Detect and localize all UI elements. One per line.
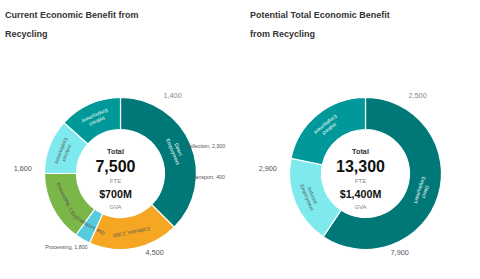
svg-text:Transport, 400: Transport, 400 — [75, 215, 106, 236]
svg-text:FTE: FTE — [110, 178, 121, 184]
svg-text:$1,400M: $1,400M — [340, 188, 382, 200]
svg-text:IndirectEmployment: IndirectEmployment — [313, 114, 343, 141]
svg-text:1,600: 1,600 — [14, 164, 32, 173]
html-text:Potential Total Economic Benef: Potential Total Economic Benefit — [250, 10, 390, 20]
svg-text:$700M: $700M — [99, 188, 132, 200]
svg-text:Processing, 1,800: Processing, 1,800 — [55, 182, 79, 221]
html-text:from Recycling: from Recycling — [250, 29, 315, 39]
svg-text:InducedEmployment: InducedEmployment — [299, 181, 321, 212]
svg-text:Total: Total — [352, 147, 369, 156]
svg-text:DirectEmployment: DirectEmployment — [413, 176, 433, 207]
svg-text:IndirectEmployment: IndirectEmployment — [80, 108, 111, 131]
svg-text:7,900: 7,900 — [391, 248, 409, 257]
svg-text:2,900: 2,900 — [259, 164, 277, 173]
svg-text:Transport, 400: Transport, 400 — [191, 174, 225, 180]
svg-text:InducedEmployment: InducedEmployment — [54, 137, 75, 168]
svg-text:FTE: FTE — [355, 178, 366, 184]
svg-text:13,300: 13,300 — [336, 158, 385, 175]
svg-text:GVA: GVA — [109, 204, 121, 210]
svg-text:2,500: 2,500 — [408, 91, 426, 100]
svg-text:DirectEmployment: DirectEmployment — [165, 135, 187, 166]
svg-text:Collection, 2,300: Collection, 2,300 — [112, 226, 150, 239]
svg-text:4,500: 4,500 — [146, 248, 164, 257]
svg-text:7,500: 7,500 — [95, 158, 135, 175]
svg-text:GVA: GVA — [354, 204, 366, 210]
svg-text:Collection, 2,300: Collection, 2,300 — [186, 143, 226, 149]
svg-text:Processing, 1,800: Processing, 1,800 — [45, 244, 87, 250]
svg-text:Total: Total — [107, 147, 124, 156]
html-text:Current Economic Benefit from: Current Economic Benefit from — [5, 10, 139, 20]
html-text:Recycling: Recycling — [5, 29, 48, 39]
svg-text:1,400: 1,400 — [163, 91, 181, 100]
